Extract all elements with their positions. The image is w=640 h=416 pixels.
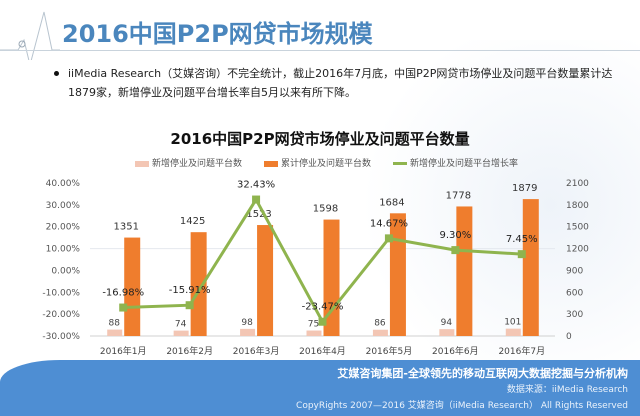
bar-cumulative xyxy=(456,206,473,336)
data-label-new: 98 xyxy=(241,318,253,328)
bar-cumulative xyxy=(190,232,207,336)
legend-swatch xyxy=(264,160,279,167)
line-point-growth xyxy=(185,301,194,310)
bullet-text: iiMedia Research（艾媒咨询）不完全统计，截止2016年7月底，中… xyxy=(54,64,628,102)
data-label-cumulative: 1425 xyxy=(180,216,205,227)
data-label-cumulative: 1523 xyxy=(246,209,271,220)
bar-cumulative xyxy=(522,199,539,336)
data-label-cumulative: 1684 xyxy=(379,197,404,208)
right-axis-tick: 2100 xyxy=(566,179,589,189)
right-axis-tick: 1200 xyxy=(566,245,589,255)
line-point-growth xyxy=(517,250,526,259)
legend-swatch xyxy=(135,160,149,167)
data-label-cumulative: 1351 xyxy=(113,222,138,233)
bar-new xyxy=(372,329,388,336)
x-axis-tick: 2016年5月 xyxy=(366,345,413,357)
line-point-growth xyxy=(384,234,393,243)
line-point-growth xyxy=(318,317,327,326)
data-label-growth: -23.47% xyxy=(302,302,344,313)
left-axis-tick: 0.00% xyxy=(51,266,80,276)
data-label-growth: 7.45% xyxy=(506,234,538,245)
data-label-growth: 9.30% xyxy=(439,230,471,241)
bar-new xyxy=(306,330,322,336)
bar-new xyxy=(107,329,123,336)
right-axis-tick: 900 xyxy=(566,266,583,276)
right-axis-tick: 0 xyxy=(566,332,572,342)
left-axis-tick: 30.00% xyxy=(46,201,81,211)
data-label-new: 74 xyxy=(175,320,187,330)
data-label-new: 75 xyxy=(308,320,319,330)
data-label-cumulative: 1879 xyxy=(512,183,537,194)
bar-cumulative xyxy=(389,213,406,336)
data-label-cumulative: 1598 xyxy=(313,204,338,215)
legend-label: 新增停业及问题平台数 xyxy=(152,159,243,169)
footer-copyright: CopyRights 2007—2016 艾媒咨询（iiMedia Resear… xyxy=(296,401,628,411)
data-label-cumulative: 1778 xyxy=(446,190,471,201)
bar-cumulative xyxy=(257,225,274,336)
right-axis-tick: 1500 xyxy=(566,223,589,233)
left-axis-tick: 20.00% xyxy=(46,223,81,233)
data-label-new: 86 xyxy=(374,319,386,329)
legend-label: 新增停业及问题平台增长率 xyxy=(410,159,519,169)
footer-source: 数据来源：iiMedia Research xyxy=(506,385,628,395)
legend-item-cumulative: 累计停业及问题平台数 xyxy=(264,156,371,169)
left-axis-tick: 40.00% xyxy=(46,179,81,189)
left-axis-tick: -20.00% xyxy=(42,310,80,320)
data-label-new: 94 xyxy=(441,318,453,328)
left-axis-tick: -30.00% xyxy=(42,332,80,342)
title-divider xyxy=(0,50,640,51)
left-axis-tick: -10.00% xyxy=(42,288,80,298)
data-label-growth: 14.67% xyxy=(370,218,408,229)
right-axis-tick: 600 xyxy=(566,288,583,298)
line-point-growth xyxy=(252,195,261,204)
bullet-content: iiMedia Research（艾媒咨询）不完全统计，截止2016年7月底，中… xyxy=(68,67,613,99)
data-label-new: 88 xyxy=(108,319,120,329)
bar-new xyxy=(240,328,256,336)
legend-item-new: 新增停业及问题平台数 xyxy=(135,156,242,169)
x-axis-tick: 2016年2月 xyxy=(166,345,213,357)
data-label-growth: -16.98% xyxy=(102,288,144,299)
x-axis-tick: 2016年4月 xyxy=(299,345,346,357)
footer-band xyxy=(0,360,640,416)
bar-new xyxy=(505,328,521,336)
data-label-growth: -15.91% xyxy=(169,285,211,296)
data-label-growth: 32.43% xyxy=(237,180,275,191)
x-axis-tick: 2016年1月 xyxy=(100,345,147,357)
chart-title: 2016中国P2P网贷市场停业及问题平台数量 xyxy=(170,130,470,148)
line-point-growth xyxy=(119,303,128,312)
bullet-dot xyxy=(54,71,59,76)
x-axis-tick: 2016年7月 xyxy=(498,345,545,357)
legend-item-growth: 新增停业及问题平台增长率 xyxy=(393,156,518,169)
legend-swatch xyxy=(393,162,408,165)
line-point-growth xyxy=(451,246,460,255)
footer-tagline: 艾媒咨询集团-全球领先的移动互联网大数据挖掘与分析机构 xyxy=(337,367,628,380)
right-axis-tick: 1800 xyxy=(566,201,589,211)
bar-new xyxy=(173,330,189,336)
slide-title: 2016中国P2P网贷市场规模 xyxy=(62,20,373,48)
chart-legend: 新增停业及问题平台数 累计停业及问题平台数 新增停业及问题平台增长率 xyxy=(135,156,518,169)
x-axis-tick: 2016年3月 xyxy=(233,345,280,357)
x-axis-tick: 2016年6月 xyxy=(432,345,479,357)
bar-cumulative xyxy=(124,237,141,336)
left-axis-tick: 10.00% xyxy=(46,245,81,255)
data-label-new: 101 xyxy=(504,318,521,328)
right-axis-tick: 300 xyxy=(566,310,583,320)
bar-new xyxy=(439,329,455,336)
legend-label: 累计停业及问题平台数 xyxy=(281,159,372,169)
